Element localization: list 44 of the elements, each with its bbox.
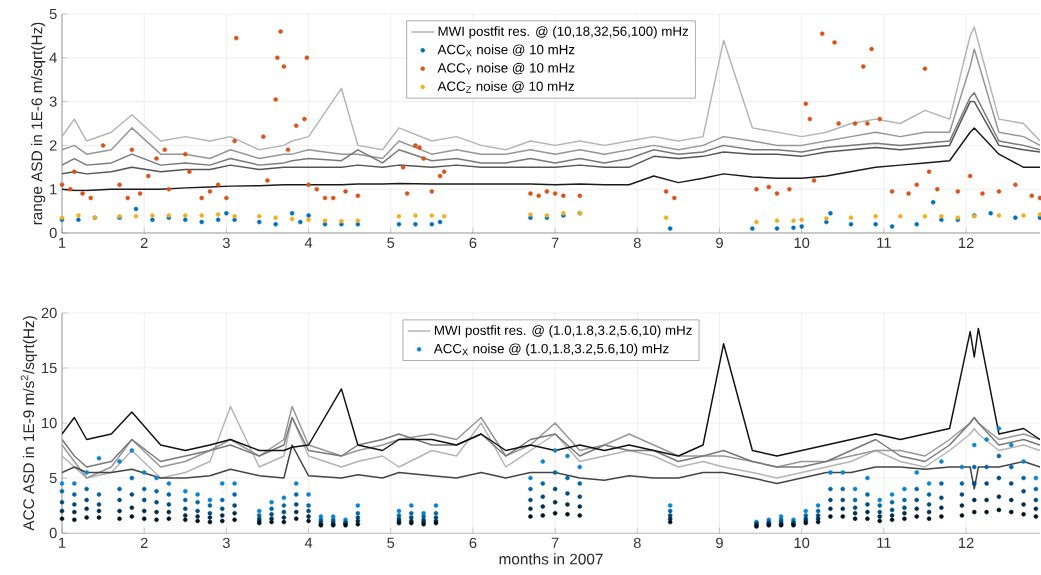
- legend-label: ACC$_{Z}$ noise @ 10 mHz: [437, 81, 574, 93]
- x-tick-label: 12: [959, 237, 974, 248]
- x-tick-label: 4: [304, 237, 313, 248]
- x-tick-label: 9: [716, 537, 723, 549]
- legend-label: ACC$_{Y}$ noise @ 10 mHz: [437, 62, 575, 75]
- x-tick-label: 8: [633, 537, 641, 549]
- legend-label: ACC$_{X}$ noise @ 10 mHz: [437, 44, 575, 57]
- x-tick-label: 4: [304, 537, 313, 548]
- x-tick-label: 11: [877, 237, 891, 248]
- y-tick-label: 10: [42, 417, 57, 429]
- y-tick-label: 2: [49, 140, 57, 151]
- x-tick-label: 7: [551, 537, 559, 548]
- y-tick-label: 0: [49, 527, 57, 539]
- legend-label: MWI postfit res. @ (10,18,32,56,100) mHz: [438, 26, 689, 39]
- x-tick-label: 5: [387, 237, 395, 248]
- x-tick-label: 12: [959, 537, 974, 548]
- x-tick-label: 8: [633, 237, 641, 249]
- y-tick-label: 4: [49, 52, 57, 63]
- x-tick-label: 6: [469, 537, 477, 549]
- x-axis-title: months in 2007: [499, 553, 603, 565]
- legend-label: MWI postfit res. @ (1.0,1.8,3.2,5.6,10) mHz: [434, 325, 692, 338]
- x-tick-label: 9: [716, 237, 723, 249]
- x-tick-label: 3: [222, 237, 230, 249]
- y-tick-label: 3: [49, 96, 57, 107]
- x-tick-label: 10: [794, 537, 810, 549]
- x-tick-label: 1: [59, 237, 66, 248]
- y-axis-title: ACC ASD in 1E-9 m/s$^{2}$/sqrt(Hz): [20, 316, 38, 531]
- x-tick-label: 2: [140, 237, 148, 248]
- y-tick-label: 5: [49, 8, 57, 20]
- y-tick-label: 0: [49, 227, 57, 239]
- legend-label: ACC$_{X}$ noise @ (1.0,1.8,3.2,5.6,10) mHz: [433, 343, 669, 356]
- x-tick-label: 11: [877, 537, 891, 548]
- y-tick-label: 1: [50, 184, 57, 195]
- x-tick-label: 2: [140, 537, 148, 548]
- y-tick-label: 20: [41, 307, 57, 319]
- x-tick-label: 5: [387, 537, 395, 548]
- y-tick-label: 5: [49, 472, 57, 484]
- x-tick-label: 6: [469, 237, 477, 249]
- x-tick-label: 7: [551, 237, 559, 248]
- x-tick-label: 1: [59, 537, 66, 548]
- y-axis-title: range ASD in 1E-6 m/sqrt(Hz): [31, 22, 46, 225]
- y-tick-label: 15: [42, 362, 57, 374]
- x-tick-label: 3: [222, 537, 230, 549]
- x-tick-label: 10: [794, 237, 810, 249]
